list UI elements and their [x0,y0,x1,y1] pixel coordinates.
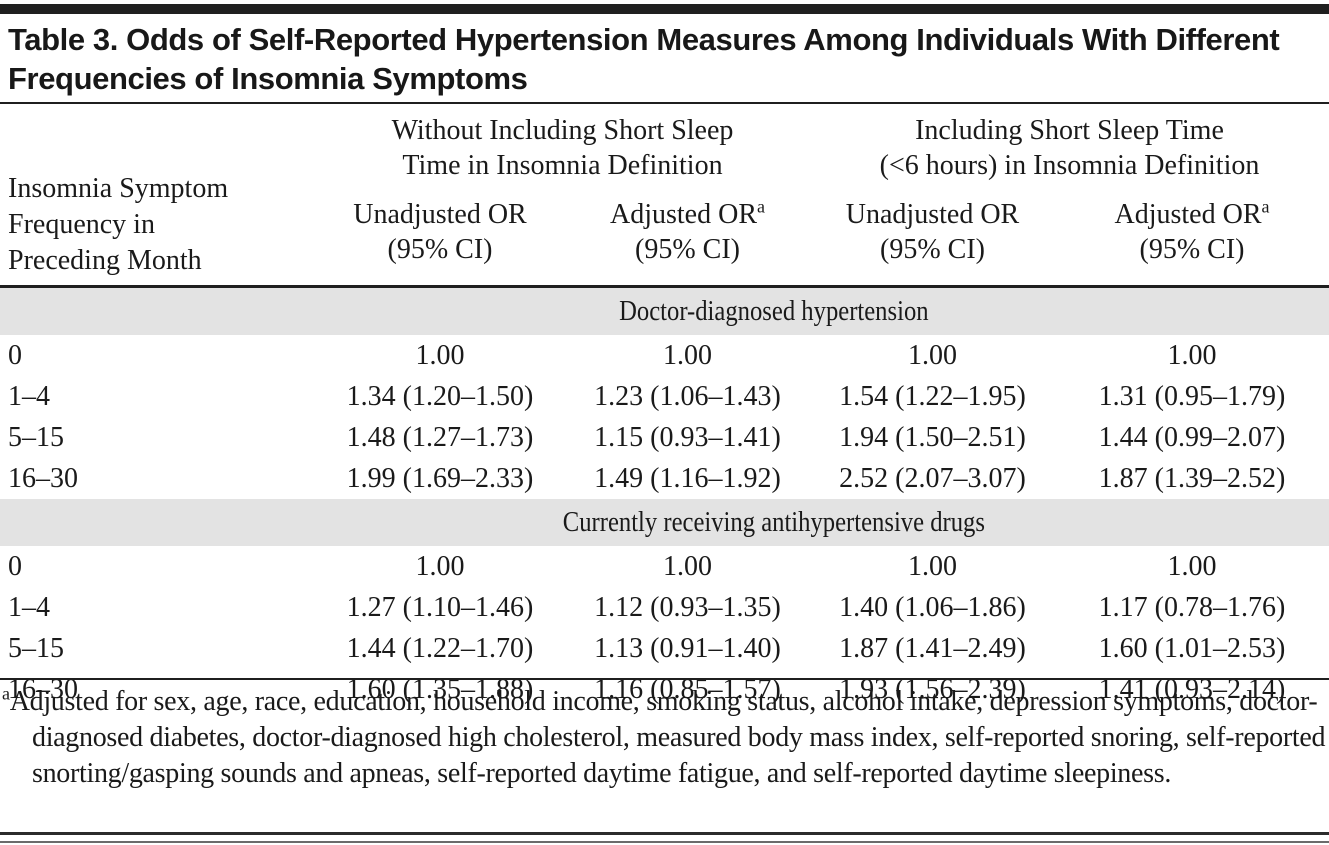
or-value-cell: 1.00 [1167,551,1217,582]
table-footnote: aAdjusted for sex, age, race, education,… [2,684,1329,792]
group-header-line: Without Including Short Sleep [391,115,734,146]
row-label-cell: 5–15 [8,422,64,453]
or-value-cell: 1.13 (0.91–1.40) [594,633,781,664]
stub-header: Insomnia Symptom Frequency in Preceding … [0,105,315,288]
or-value-cell: 1.00 [663,551,712,582]
row-label-cell: 16–30 [8,463,78,494]
bottom-rule-thin [0,841,1329,843]
column-header-ci: (95% CI) [1139,234,1245,265]
footnote-marker-sup: a [1261,196,1270,217]
column-header-unadjusted-or-2: Unadjusted OR (95% CI) [810,196,1055,288]
or-value-cell: 1.23 (1.06–1.43) [594,381,781,412]
section-header-label: Currently receiving antihypertensive dru… [562,506,986,538]
group-header-without-short-sleep: Without Including Short Sleep Time in In… [315,105,810,196]
footnote-divider-rule [0,678,1329,680]
or-value-cell: 1.34 (1.20–1.50) [346,381,534,412]
column-header-title: Unadjusted OR [353,199,527,230]
row-label-cell: 1–4 [8,592,50,623]
column-header-ci: (95% CI) [387,234,493,265]
group-header-line: (<6 hours) in Insomnia Definition [879,150,1260,181]
or-value-cell: 1.60 (1.01–2.53) [1098,633,1286,664]
section-header-label: Doctor-diagnosed hypertension [619,295,929,327]
table-row: 5–15 1.48 (1.27–1.73) 1.15 (0.93–1.41) 1… [0,417,1329,458]
or-value-cell: 1.87 (1.39–2.52) [1098,463,1286,494]
footnote-marker-sup: a [2,683,10,704]
column-header-adjusted-or-1: Adjusted ORa (95% CI) [565,196,810,288]
row-label-cell: 0 [8,551,22,582]
or-value-cell: 1.00 [1167,340,1217,371]
column-header-title: Adjusted OR [610,199,757,230]
column-header-title: Unadjusted OR [845,199,1020,230]
group-header-including-short-sleep: Including Short Sleep Time (<6 hours) in… [810,105,1329,196]
column-header-adjusted-or-2: Adjusted ORa (95% CI) [1055,196,1329,288]
footnote-marker-sup: a [757,196,765,217]
stub-header-line: Frequency in [8,209,155,240]
or-value-cell: 1.27 (1.10–1.46) [346,592,534,623]
or-value-cell: 1.48 (1.27–1.73) [346,422,534,453]
or-value-cell: 1.99 (1.69–2.33) [346,463,534,494]
row-label-cell: 5–15 [8,633,64,664]
or-value-cell: 1.15 (0.93–1.41) [594,422,781,453]
or-value-cell: 1.54 (1.22–1.95) [839,381,1026,412]
table-row: 0 1.00 1.00 1.00 1.00 [0,546,1329,587]
footnote-text: Adjusted for sex, age, race, education, … [9,686,1326,789]
or-value-cell: 1.17 (0.78–1.76) [1098,592,1286,623]
or-value-cell: 1.00 [415,340,465,371]
bottom-rule-thick [0,832,1329,835]
column-header-unadjusted-or-1: Unadjusted OR (95% CI) [315,196,565,288]
or-value-cell: 1.40 (1.06–1.86) [839,592,1026,623]
table-title: Table 3. Odds of Self-Reported Hypertens… [8,22,1280,96]
column-header-title: Adjusted OR [1114,199,1262,230]
column-header-ci: (95% CI) [635,234,740,265]
stub-header-line: Preceding Month [8,245,202,276]
table-row: 0 1.00 1.00 1.00 1.00 [0,335,1329,376]
odds-ratio-table: Insomnia Symptom Frequency in Preceding … [0,105,1329,710]
table-row: 16–30 1.99 (1.69–2.33) 1.49 (1.16–1.92) … [0,458,1329,499]
or-value-cell: 1.49 (1.16–1.92) [594,463,781,494]
or-value-cell: 1.44 (0.99–2.07) [1098,422,1286,453]
group-header-line: Time in Insomnia Definition [402,150,723,181]
or-value-cell: 1.00 [908,340,957,371]
or-value-cell: 1.00 [908,551,957,582]
section-band-doctor-diagnosed: Doctor-diagnosed hypertension [0,286,1329,335]
row-label-cell: 1–4 [8,381,50,412]
or-value-cell: 1.31 (0.95–1.79) [1098,381,1286,412]
section-band-antihypertensive-drugs: Currently receiving antihypertensive dru… [0,499,1329,546]
or-value-cell: 1.44 (1.22–1.70) [346,633,534,664]
stub-header-line: Insomnia Symptom [8,173,229,204]
table-row: 1–4 1.27 (1.10–1.46) 1.12 (0.93–1.35) 1.… [0,587,1329,628]
table-row: 1–4 1.34 (1.20–1.50) 1.23 (1.06–1.43) 1.… [0,376,1329,417]
or-value-cell: 1.94 (1.50–2.51) [839,422,1026,453]
top-rule-bar [0,4,1329,14]
or-value-cell: 1.87 (1.41–2.49) [839,633,1026,664]
table-row: 5–15 1.44 (1.22–1.70) 1.13 (0.91–1.40) 1… [0,628,1329,669]
or-value-cell: 2.52 (2.07–3.07) [839,463,1026,494]
row-label-cell: 0 [8,340,22,371]
group-header-line: Including Short Sleep Time [915,115,1224,146]
or-value-cell: 1.00 [415,551,465,582]
or-value-cell: 1.12 (0.93–1.35) [594,592,781,623]
column-header-ci: (95% CI) [880,234,985,265]
title-underline-rule [0,102,1329,104]
or-value-cell: 1.00 [663,340,712,371]
